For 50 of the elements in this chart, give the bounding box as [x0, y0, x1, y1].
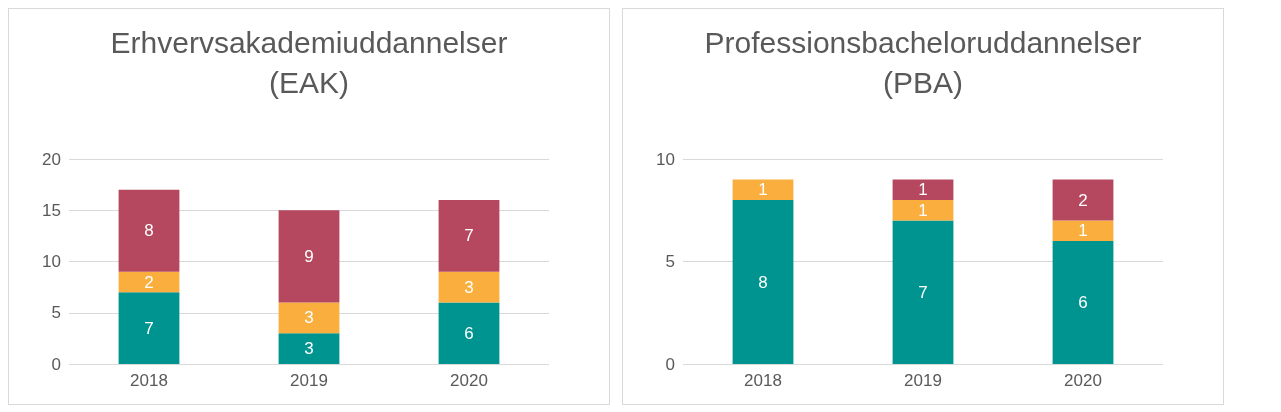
bar: [438, 200, 500, 272]
data-label: 2: [144, 272, 154, 292]
data-label: 3: [464, 277, 474, 297]
y-tick-label: 0: [665, 354, 675, 374]
bar: [118, 292, 180, 364]
bar: [892, 220, 954, 364]
data-label: 7: [144, 318, 154, 338]
y-tick-label: 10: [42, 252, 61, 271]
data-label: 1: [1078, 221, 1088, 241]
bar: [278, 333, 340, 364]
y-tick-label: 0: [51, 354, 61, 374]
bar: [1052, 179, 1114, 221]
y-tick-label: 20: [42, 149, 61, 169]
chart-title: Professionsbacheloruddannelser (PBA): [704, 25, 1142, 99]
bar: [118, 189, 180, 272]
data-label: 1: [918, 200, 928, 220]
y-tick-label: 5: [665, 252, 675, 271]
bar: [118, 271, 180, 293]
bar: [278, 302, 340, 334]
y-tick-label: 5: [51, 303, 61, 323]
bar: [892, 200, 954, 221]
bar: [892, 179, 954, 200]
bar: [1052, 220, 1114, 241]
x-tick-label: 2020: [450, 371, 488, 390]
bar: [438, 271, 500, 303]
data-label: 7: [918, 282, 928, 302]
x-tick-label: 2019: [904, 371, 942, 390]
data-label: 9: [304, 246, 314, 266]
x-tick-label: 2019: [290, 371, 328, 390]
y-tick-label: 15: [42, 200, 61, 220]
data-label: 8: [758, 272, 768, 292]
x-tick-label: 2018: [130, 371, 168, 390]
bar: [732, 179, 794, 200]
data-label: 8: [144, 221, 154, 241]
bar: [278, 210, 340, 303]
data-label: 1: [758, 180, 768, 200]
bar: [732, 200, 794, 364]
bar: [438, 302, 500, 364]
data-label: 6: [1078, 293, 1088, 312]
data-label: 3: [304, 339, 314, 359]
data-label: 6: [464, 323, 474, 343]
data-label: 1: [918, 180, 928, 200]
bar: [1052, 241, 1114, 364]
x-tick-label: 2018: [744, 371, 782, 390]
data-label: 3: [304, 308, 314, 328]
chart-title: Erhvervsakademiuddannelser (EAK): [110, 25, 508, 99]
data-label: 2: [1078, 190, 1088, 210]
data-label: 7: [464, 226, 474, 246]
x-tick-label: 2020: [1064, 371, 1102, 390]
y-tick-label: 10: [656, 149, 675, 169]
